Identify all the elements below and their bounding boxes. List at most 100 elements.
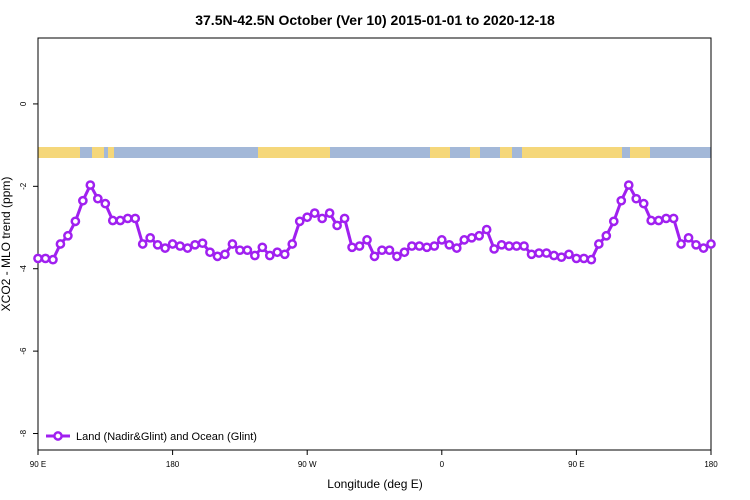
data-point bbox=[668, 213, 679, 224]
data-point bbox=[354, 241, 365, 251]
data-point bbox=[392, 251, 402, 262]
data-point bbox=[197, 238, 208, 249]
x-tick-label: 90 W bbox=[298, 460, 317, 469]
y-tick-label: 0 bbox=[19, 101, 28, 106]
data-point bbox=[167, 239, 178, 249]
data-point bbox=[279, 249, 290, 260]
data-point bbox=[519, 241, 529, 251]
land-band bbox=[522, 147, 622, 158]
data-point bbox=[122, 213, 133, 224]
x-tick-label: 90 E bbox=[30, 460, 46, 469]
data-point bbox=[48, 254, 58, 265]
data-point bbox=[631, 193, 642, 204]
data-point bbox=[444, 239, 455, 250]
data-point bbox=[205, 247, 215, 258]
data-point bbox=[369, 251, 380, 262]
data-point bbox=[436, 235, 447, 245]
data-point bbox=[339, 213, 350, 224]
data-point bbox=[691, 239, 701, 250]
data-point bbox=[616, 195, 627, 206]
data-point bbox=[579, 253, 589, 264]
data-point bbox=[212, 251, 223, 262]
data-point bbox=[115, 215, 126, 226]
data-point bbox=[504, 241, 514, 251]
y-tick-label: -6 bbox=[19, 347, 28, 355]
data-point bbox=[414, 241, 425, 251]
data-point bbox=[40, 253, 51, 264]
data-point bbox=[593, 239, 604, 249]
land-band bbox=[500, 147, 512, 158]
x-axis-label: Longitude (deg E) bbox=[327, 477, 422, 491]
legend-label: Land (Nadir&Glint) and Ocean (Glint) bbox=[76, 431, 257, 443]
data-point bbox=[85, 180, 96, 190]
land-band bbox=[470, 147, 480, 158]
data-point bbox=[459, 235, 470, 245]
data-point bbox=[175, 241, 185, 251]
data-point bbox=[250, 250, 260, 261]
data-point bbox=[646, 215, 657, 226]
data-point bbox=[100, 198, 111, 209]
data-point bbox=[653, 215, 664, 226]
data-point bbox=[564, 249, 574, 260]
x-tick-label: 180 bbox=[704, 460, 718, 469]
data-point bbox=[272, 247, 283, 258]
land-band bbox=[258, 147, 330, 158]
data-point bbox=[107, 215, 118, 226]
data-point bbox=[384, 245, 395, 256]
data-point bbox=[586, 254, 597, 265]
data-point bbox=[496, 239, 507, 250]
data-point bbox=[63, 230, 73, 241]
data-point bbox=[571, 253, 582, 264]
data-point bbox=[182, 243, 193, 253]
data-point bbox=[227, 239, 238, 249]
data-point bbox=[160, 243, 170, 253]
land-band bbox=[38, 147, 80, 158]
data-point bbox=[33, 253, 43, 264]
y-axis-label: XCO2 - MLO trend (ppm) bbox=[0, 177, 13, 312]
x-tick-label: 0 bbox=[440, 460, 445, 469]
land-band bbox=[430, 147, 450, 158]
y-tick-label: -4 bbox=[19, 265, 28, 273]
data-point bbox=[92, 193, 103, 204]
y-tick-label: -2 bbox=[19, 182, 28, 190]
ocean-band bbox=[38, 147, 711, 158]
data-point bbox=[152, 239, 163, 250]
data-point bbox=[302, 212, 313, 223]
data-point bbox=[638, 198, 649, 209]
data-point bbox=[362, 235, 372, 245]
data-point bbox=[541, 248, 552, 258]
data-point bbox=[608, 216, 619, 227]
data-point bbox=[661, 213, 671, 224]
data-point bbox=[549, 250, 559, 261]
data-point bbox=[137, 239, 148, 249]
data-point bbox=[235, 245, 245, 256]
data-point bbox=[145, 232, 156, 243]
legend-marker bbox=[53, 431, 63, 441]
data-point bbox=[377, 245, 387, 256]
data-point bbox=[489, 244, 499, 254]
data-point bbox=[78, 195, 88, 206]
data-point bbox=[481, 224, 492, 235]
data-point bbox=[451, 243, 462, 253]
data-point bbox=[698, 243, 709, 253]
data-point bbox=[347, 242, 357, 253]
data-point bbox=[294, 216, 305, 227]
data-point bbox=[332, 220, 342, 231]
chart-title: 37.5N-42.5N October (Ver 10) 2015-01-01 … bbox=[195, 12, 555, 28]
data-point bbox=[623, 180, 634, 190]
data-point bbox=[324, 208, 335, 218]
land-band bbox=[630, 147, 650, 158]
data-point bbox=[511, 241, 522, 251]
data-point bbox=[399, 247, 410, 258]
data-point bbox=[421, 242, 432, 253]
data-point bbox=[407, 241, 417, 251]
data-point bbox=[190, 239, 200, 250]
data-point bbox=[242, 245, 253, 256]
land-ocean-strip bbox=[38, 147, 711, 158]
data-point bbox=[429, 241, 440, 251]
data-point bbox=[317, 213, 328, 224]
data-point bbox=[601, 230, 612, 241]
x-tick-label: 90 E bbox=[568, 460, 584, 469]
data-point bbox=[466, 232, 477, 243]
